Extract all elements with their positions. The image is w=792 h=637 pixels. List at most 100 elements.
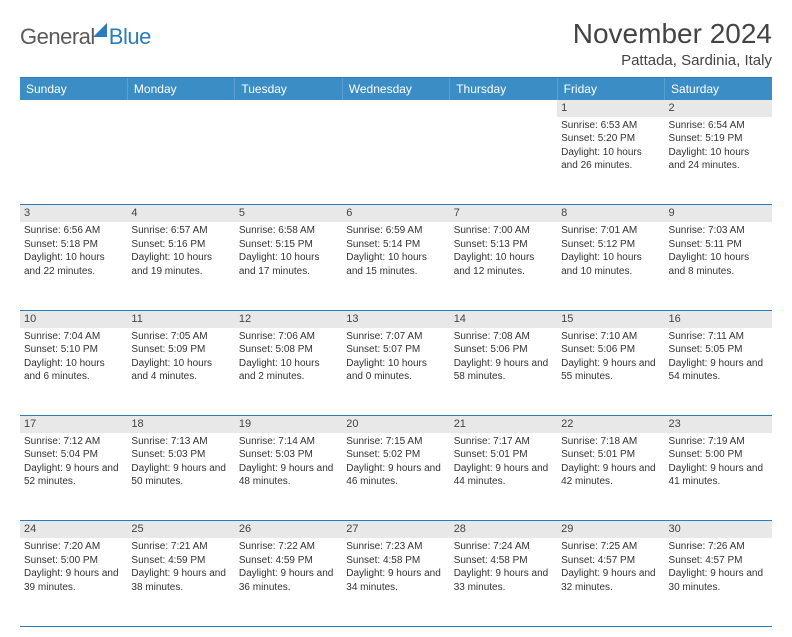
day-number bbox=[342, 100, 449, 117]
sunset-line: Sunset: 4:59 PM bbox=[131, 554, 230, 568]
sunrise-line: Sunrise: 7:18 AM bbox=[561, 435, 660, 449]
day-cell: Sunrise: 7:00 AMSunset: 5:13 PMDaylight:… bbox=[450, 222, 557, 310]
day-number-row: 24252627282930 bbox=[20, 521, 772, 538]
brand-name-1: General bbox=[20, 24, 95, 50]
sunset-line: Sunset: 5:16 PM bbox=[131, 238, 230, 252]
day-number: 30 bbox=[665, 521, 772, 538]
sunrise-line: Sunrise: 7:13 AM bbox=[131, 435, 230, 449]
day-number bbox=[235, 100, 342, 117]
day-cell bbox=[342, 117, 449, 205]
day-number-row: 12 bbox=[20, 100, 772, 117]
day-cell: Sunrise: 7:20 AMSunset: 5:00 PMDaylight:… bbox=[20, 538, 127, 626]
day-number: 23 bbox=[665, 416, 772, 433]
sunrise-line: Sunrise: 7:06 AM bbox=[239, 330, 338, 344]
daylight-line: Daylight: 9 hours and 38 minutes. bbox=[131, 567, 230, 594]
sunset-line: Sunset: 5:06 PM bbox=[561, 343, 660, 357]
day-cell: Sunrise: 6:59 AMSunset: 5:14 PMDaylight:… bbox=[342, 222, 449, 310]
day-cell: Sunrise: 7:22 AMSunset: 4:59 PMDaylight:… bbox=[235, 538, 342, 626]
day-cell: Sunrise: 7:07 AMSunset: 5:07 PMDaylight:… bbox=[342, 328, 449, 416]
sunrise-line: Sunrise: 7:07 AM bbox=[346, 330, 445, 344]
day-cell: Sunrise: 7:06 AMSunset: 5:08 PMDaylight:… bbox=[235, 328, 342, 416]
daylight-line: Daylight: 9 hours and 54 minutes. bbox=[669, 357, 768, 384]
day-number: 2 bbox=[665, 100, 772, 117]
sunset-line: Sunset: 5:07 PM bbox=[346, 343, 445, 357]
sunset-line: Sunset: 5:01 PM bbox=[561, 448, 660, 462]
sunrise-line: Sunrise: 7:00 AM bbox=[454, 224, 553, 238]
sunrise-line: Sunrise: 7:03 AM bbox=[669, 224, 768, 238]
weekday-header: Friday bbox=[557, 78, 664, 100]
daylight-line: Daylight: 10 hours and 26 minutes. bbox=[561, 146, 660, 173]
day-cell: Sunrise: 7:13 AMSunset: 5:03 PMDaylight:… bbox=[127, 433, 234, 521]
sunrise-line: Sunrise: 6:56 AM bbox=[24, 224, 123, 238]
daylight-line: Daylight: 9 hours and 39 minutes. bbox=[24, 567, 123, 594]
sunrise-line: Sunrise: 7:26 AM bbox=[669, 540, 768, 554]
day-cell: Sunrise: 7:14 AMSunset: 5:03 PMDaylight:… bbox=[235, 433, 342, 521]
day-number: 29 bbox=[557, 521, 664, 538]
sunset-line: Sunset: 4:57 PM bbox=[669, 554, 768, 568]
daylight-line: Daylight: 10 hours and 0 minutes. bbox=[346, 357, 445, 384]
sunset-line: Sunset: 5:13 PM bbox=[454, 238, 553, 252]
sunrise-line: Sunrise: 6:53 AM bbox=[561, 119, 660, 133]
daylight-line: Daylight: 9 hours and 36 minutes. bbox=[239, 567, 338, 594]
day-number: 10 bbox=[20, 310, 127, 327]
sunrise-line: Sunrise: 7:11 AM bbox=[669, 330, 768, 344]
day-cell: Sunrise: 7:01 AMSunset: 5:12 PMDaylight:… bbox=[557, 222, 664, 310]
sunrise-line: Sunrise: 6:59 AM bbox=[346, 224, 445, 238]
sunset-line: Sunset: 5:18 PM bbox=[24, 238, 123, 252]
day-cell: Sunrise: 7:26 AMSunset: 4:57 PMDaylight:… bbox=[665, 538, 772, 626]
sunrise-line: Sunrise: 7:21 AM bbox=[131, 540, 230, 554]
daylight-line: Daylight: 9 hours and 44 minutes. bbox=[454, 462, 553, 489]
sunrise-line: Sunrise: 7:01 AM bbox=[561, 224, 660, 238]
month-title: November 2024 bbox=[573, 18, 772, 50]
day-number-row: 3456789 bbox=[20, 205, 772, 222]
sunrise-line: Sunrise: 7:15 AM bbox=[346, 435, 445, 449]
day-number bbox=[127, 100, 234, 117]
daylight-line: Daylight: 9 hours and 32 minutes. bbox=[561, 567, 660, 594]
day-cell: Sunrise: 7:10 AMSunset: 5:06 PMDaylight:… bbox=[557, 328, 664, 416]
day-cell: Sunrise: 7:03 AMSunset: 5:11 PMDaylight:… bbox=[665, 222, 772, 310]
day-number: 9 bbox=[665, 205, 772, 222]
day-number: 16 bbox=[665, 310, 772, 327]
day-number: 22 bbox=[557, 416, 664, 433]
day-number: 27 bbox=[342, 521, 449, 538]
daylight-line: Daylight: 9 hours and 50 minutes. bbox=[131, 462, 230, 489]
day-number: 13 bbox=[342, 310, 449, 327]
daylight-line: Daylight: 10 hours and 6 minutes. bbox=[24, 357, 123, 384]
sunset-line: Sunset: 5:20 PM bbox=[561, 132, 660, 146]
calendar-table: SundayMondayTuesdayWednesdayThursdayFrid… bbox=[20, 78, 772, 627]
day-cell: Sunrise: 7:21 AMSunset: 4:59 PMDaylight:… bbox=[127, 538, 234, 626]
daylight-line: Daylight: 9 hours and 33 minutes. bbox=[454, 567, 553, 594]
day-cell: Sunrise: 7:18 AMSunset: 5:01 PMDaylight:… bbox=[557, 433, 664, 521]
day-content-row: Sunrise: 7:20 AMSunset: 5:00 PMDaylight:… bbox=[20, 538, 772, 626]
day-number: 11 bbox=[127, 310, 234, 327]
day-number-row: 17181920212223 bbox=[20, 416, 772, 433]
day-cell: Sunrise: 7:23 AMSunset: 4:58 PMDaylight:… bbox=[342, 538, 449, 626]
daylight-line: Daylight: 10 hours and 8 minutes. bbox=[669, 251, 768, 278]
weekday-header: Tuesday bbox=[235, 78, 342, 100]
daylight-line: Daylight: 10 hours and 17 minutes. bbox=[239, 251, 338, 278]
sunrise-line: Sunrise: 6:57 AM bbox=[131, 224, 230, 238]
sunset-line: Sunset: 5:19 PM bbox=[669, 132, 768, 146]
sunrise-line: Sunrise: 6:54 AM bbox=[669, 119, 768, 133]
sunset-line: Sunset: 5:05 PM bbox=[669, 343, 768, 357]
day-cell: Sunrise: 6:53 AMSunset: 5:20 PMDaylight:… bbox=[557, 117, 664, 205]
daylight-line: Daylight: 10 hours and 4 minutes. bbox=[131, 357, 230, 384]
sunset-line: Sunset: 5:15 PM bbox=[239, 238, 338, 252]
day-cell: Sunrise: 7:12 AMSunset: 5:04 PMDaylight:… bbox=[20, 433, 127, 521]
sunrise-line: Sunrise: 7:24 AM bbox=[454, 540, 553, 554]
daylight-line: Daylight: 9 hours and 55 minutes. bbox=[561, 357, 660, 384]
sunset-line: Sunset: 5:03 PM bbox=[131, 448, 230, 462]
day-cell: Sunrise: 6:56 AMSunset: 5:18 PMDaylight:… bbox=[20, 222, 127, 310]
daylight-line: Daylight: 10 hours and 10 minutes. bbox=[561, 251, 660, 278]
day-cell: Sunrise: 7:24 AMSunset: 4:58 PMDaylight:… bbox=[450, 538, 557, 626]
sunrise-line: Sunrise: 7:14 AM bbox=[239, 435, 338, 449]
location-label: Pattada, Sardinia, Italy bbox=[573, 52, 772, 69]
sunset-line: Sunset: 4:58 PM bbox=[454, 554, 553, 568]
sunset-line: Sunset: 4:59 PM bbox=[239, 554, 338, 568]
day-cell: Sunrise: 7:04 AMSunset: 5:10 PMDaylight:… bbox=[20, 328, 127, 416]
day-cell: Sunrise: 7:17 AMSunset: 5:01 PMDaylight:… bbox=[450, 433, 557, 521]
day-number: 5 bbox=[235, 205, 342, 222]
day-number: 14 bbox=[450, 310, 557, 327]
header: General Blue November 2024 Pattada, Sard… bbox=[20, 18, 772, 69]
day-number: 19 bbox=[235, 416, 342, 433]
